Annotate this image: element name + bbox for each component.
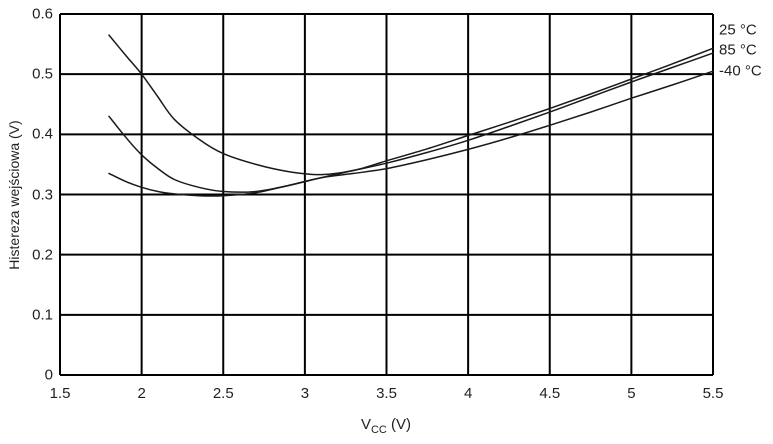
- y-tick-label: 0.1: [32, 306, 53, 324]
- y-tick-label: 0.6: [32, 5, 53, 23]
- x-tick-label: 5: [627, 385, 636, 402]
- curve-series-0: [108, 34, 714, 176]
- y-tick-label: 0.3: [32, 186, 53, 203]
- x-axis-title: VCC (V): [361, 416, 411, 436]
- series-label-85c: 85 °C: [719, 41, 757, 59]
- x-tick-label: 4: [463, 385, 473, 402]
- curve-series-2: [108, 70, 714, 197]
- y-tick-label: 0.5: [32, 65, 53, 83]
- x-tick-label: 2.5: [212, 385, 234, 402]
- y-tick-label: 0.4: [32, 125, 53, 143]
- x-axis-title-rest: (V): [386, 416, 412, 433]
- y-tick-label: 0: [44, 366, 53, 384]
- x-tick-label: 3.5: [376, 385, 397, 402]
- curve-series-1: [108, 52, 714, 193]
- y-axis-title: Histereza wejściowa (V): [6, 120, 22, 270]
- x-tick-label: 1.5: [49, 385, 71, 402]
- x-tick-label: 4.5: [539, 385, 561, 402]
- x-axis-title-sub: CC: [370, 424, 387, 436]
- x-axis-title-main: V: [360, 416, 371, 433]
- series-label-minus40c: -40 °C: [719, 62, 762, 80]
- y-tick-label: 0.2: [32, 246, 53, 264]
- x-tick-label: 2: [137, 385, 146, 402]
- series-label-25c: 25 °C: [719, 21, 757, 39]
- x-tick-label: 3: [300, 385, 310, 402]
- x-tick-label: 5.5: [702, 385, 724, 402]
